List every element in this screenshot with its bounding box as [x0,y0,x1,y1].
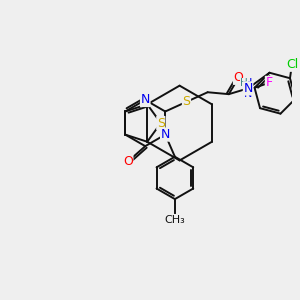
Text: H: H [240,78,248,88]
Text: CH₃: CH₃ [164,214,185,224]
Text: O: O [123,155,133,168]
Text: H
N: H N [244,78,252,99]
Text: N: N [160,128,170,141]
Text: N: N [243,82,253,95]
Text: Cl: Cl [286,58,298,71]
Text: O: O [233,71,243,84]
Text: S: S [157,116,165,130]
Text: S: S [182,95,190,108]
Text: F: F [266,76,273,89]
Text: N: N [141,93,150,106]
